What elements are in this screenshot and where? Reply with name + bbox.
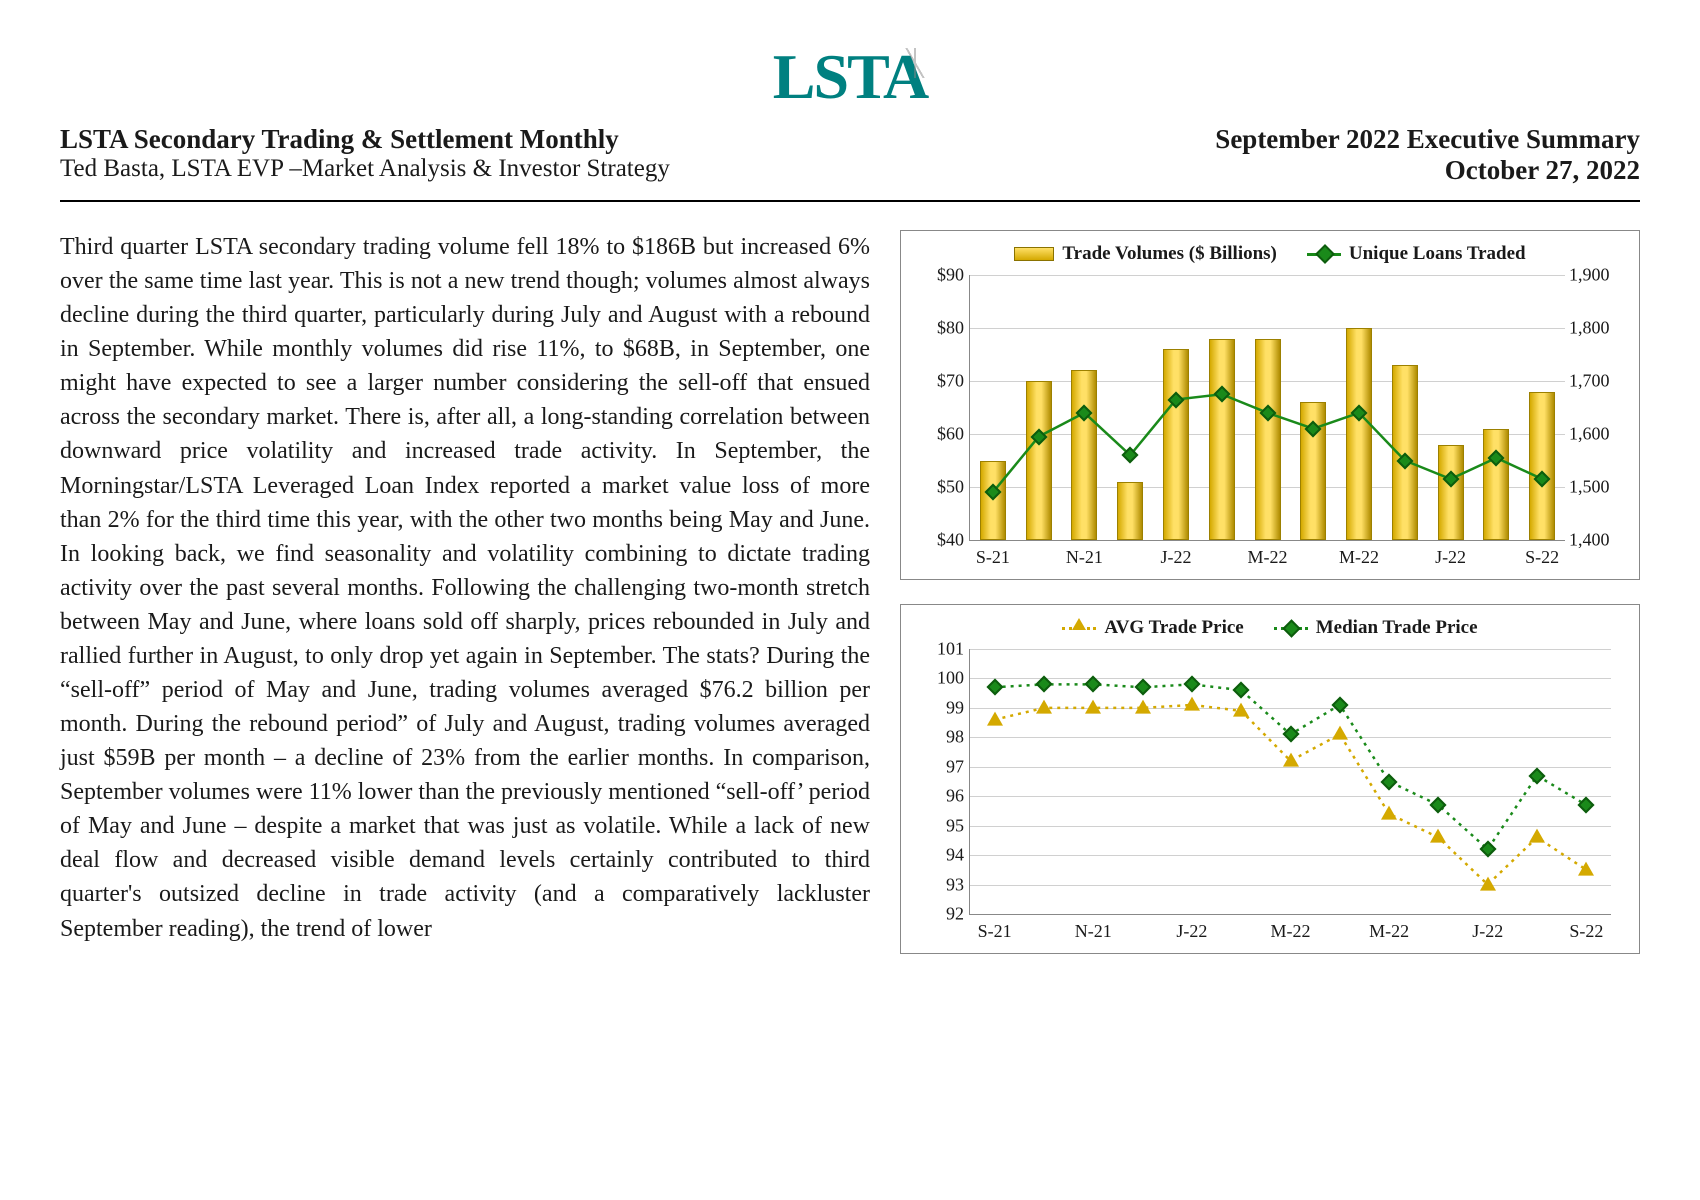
header-right: September 2022 Executive Summary October… bbox=[1215, 124, 1640, 186]
y-left-tick: $50 bbox=[920, 477, 964, 498]
x-tick: J-22 bbox=[1176, 921, 1207, 942]
x-tick: M-22 bbox=[1248, 547, 1288, 568]
triangle-marker-icon bbox=[987, 711, 1003, 725]
header-left: LSTA Secondary Trading & Settlement Mont… bbox=[60, 124, 670, 183]
triangle-marker-icon bbox=[1480, 876, 1496, 890]
y-left-tick: $60 bbox=[920, 424, 964, 445]
triangle-marker-icon bbox=[1430, 829, 1446, 843]
x-tick: J-22 bbox=[1435, 547, 1466, 568]
chart1-legend: Trade Volumes ($ Billions) Unique Loans … bbox=[919, 243, 1621, 265]
triangle-marker-icon bbox=[1184, 697, 1200, 711]
triangle-marker-icon bbox=[1085, 699, 1101, 713]
triangle-line-swatch-icon bbox=[1062, 627, 1096, 630]
chart1-plot-area: $401,400$501,500$601,600$701,700$801,800… bbox=[969, 275, 1565, 541]
legend-line-item: Unique Loans Traded bbox=[1307, 243, 1526, 265]
y-tick: 96 bbox=[920, 786, 964, 807]
x-tick: S-21 bbox=[978, 921, 1012, 942]
legend-bar-label: Trade Volumes ($ Billions) bbox=[1062, 243, 1276, 265]
x-tick: J-22 bbox=[1160, 547, 1191, 568]
y-tick: 92 bbox=[920, 904, 964, 925]
y-tick: 93 bbox=[920, 874, 964, 895]
diamond-line-swatch-icon bbox=[1274, 627, 1308, 630]
y-tick: 99 bbox=[920, 697, 964, 718]
triangle-marker-icon bbox=[1036, 699, 1052, 713]
y-left-tick: $70 bbox=[920, 371, 964, 392]
content-row: Third quarter LSTA secondary trading vol… bbox=[60, 230, 1640, 954]
header-rule bbox=[60, 200, 1640, 202]
y-left-tick: $40 bbox=[920, 530, 964, 551]
y-left-tick: $90 bbox=[920, 265, 964, 286]
y-tick: 97 bbox=[920, 756, 964, 777]
chart2-plot: 9293949596979899100101S-21N-21J-22M-22M-… bbox=[919, 645, 1621, 945]
triangle-marker-icon bbox=[1381, 805, 1397, 819]
legend-avg-item: AVG Trade Price bbox=[1062, 617, 1243, 639]
triangle-marker-icon bbox=[1283, 752, 1299, 766]
y-right-tick: 1,400 bbox=[1569, 530, 1621, 551]
y-right-tick: 1,500 bbox=[1569, 477, 1621, 498]
x-tick: S-21 bbox=[976, 547, 1010, 568]
x-tick: S-22 bbox=[1569, 921, 1603, 942]
triangle-marker-icon bbox=[1332, 726, 1348, 740]
x-tick: S-22 bbox=[1525, 547, 1559, 568]
x-tick: J-22 bbox=[1472, 921, 1503, 942]
triangle-marker-icon bbox=[1233, 702, 1249, 716]
legend-median-item: Median Trade Price bbox=[1274, 617, 1478, 639]
legend-bar-item: Trade Volumes ($ Billions) bbox=[1014, 243, 1276, 265]
doc-subtitle: Ted Basta, LSTA EVP –Market Analysis & I… bbox=[60, 155, 670, 183]
chart2-plot-area: 9293949596979899100101S-21N-21J-22M-22M-… bbox=[969, 649, 1611, 915]
doc-date: October 27, 2022 bbox=[1215, 155, 1640, 186]
doc-title: LSTA Secondary Trading & Settlement Mont… bbox=[60, 124, 670, 155]
y-tick: 98 bbox=[920, 727, 964, 748]
triangle-marker-icon bbox=[1578, 861, 1594, 875]
body-paragraph: Third quarter LSTA secondary trading vol… bbox=[60, 230, 870, 954]
y-tick: 95 bbox=[920, 815, 964, 836]
legend-median-label: Median Trade Price bbox=[1316, 617, 1478, 639]
x-tick: M-22 bbox=[1271, 921, 1311, 942]
legend-avg-label: AVG Trade Price bbox=[1104, 617, 1243, 639]
triangle-marker-icon bbox=[1529, 829, 1545, 843]
x-tick: N-21 bbox=[1066, 547, 1103, 568]
y-tick: 100 bbox=[920, 668, 964, 689]
y-tick: 101 bbox=[920, 639, 964, 660]
diamond-line-swatch-icon bbox=[1307, 253, 1341, 256]
legend-line-label: Unique Loans Traded bbox=[1349, 243, 1526, 265]
y-right-tick: 1,900 bbox=[1569, 265, 1621, 286]
x-tick: M-22 bbox=[1369, 921, 1409, 942]
chart2-legend: AVG Trade Price Median Trade Price bbox=[919, 617, 1621, 639]
y-left-tick: $80 bbox=[920, 318, 964, 339]
summary-title: September 2022 Executive Summary bbox=[1215, 124, 1640, 155]
y-right-tick: 1,600 bbox=[1569, 424, 1621, 445]
charts-column: Trade Volumes ($ Billions) Unique Loans … bbox=[900, 230, 1640, 954]
logo-block: LSTA bbox=[60, 40, 1640, 114]
header-row: LSTA Secondary Trading & Settlement Mont… bbox=[60, 124, 1640, 186]
x-tick: M-22 bbox=[1339, 547, 1379, 568]
bar-swatch-icon bbox=[1014, 247, 1054, 261]
chart1-plot: $40 1,400 $50 1,500 $60 1,600 $70 1,700 $80 1,800… bbox=[919, 271, 1621, 571]
logo-text: LSTA bbox=[773, 40, 927, 114]
y-tick: 94 bbox=[920, 845, 964, 866]
chart-trade-prices: AVG Trade Price Median Trade Price 92939… bbox=[900, 604, 1640, 954]
chart-trade-volumes: Trade Volumes ($ Billions) Unique Loans … bbox=[900, 230, 1640, 580]
triangle-marker-icon bbox=[1135, 699, 1151, 713]
y-right-tick: 1,800 bbox=[1569, 318, 1621, 339]
y-right-tick: 1,700 bbox=[1569, 371, 1621, 392]
x-tick: N-21 bbox=[1075, 921, 1112, 942]
